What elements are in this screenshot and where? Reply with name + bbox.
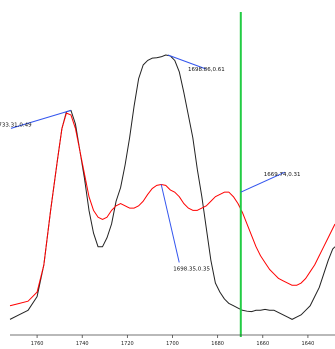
annotation-label-2: 1698.86,0.61 [188, 67, 225, 73]
x-tick-label-1720: 1720 [121, 341, 134, 347]
x-tick-label-1640: 1640 [302, 341, 315, 347]
x-tick-label-1680: 1680 [211, 341, 224, 347]
annotation-label-4: 1669.74,0.31 [264, 172, 301, 178]
x-tick-label-1740: 1740 [76, 341, 89, 347]
annotation-label-3: 1698.35,0.35 [173, 266, 210, 272]
annotation-label-1: 1733.31,0.49 [0, 122, 32, 128]
x-tick-label-1700: 1700 [166, 341, 179, 347]
x-tick-label-1760: 1760 [31, 341, 44, 347]
x-tick-label-1660: 1660 [256, 341, 269, 347]
